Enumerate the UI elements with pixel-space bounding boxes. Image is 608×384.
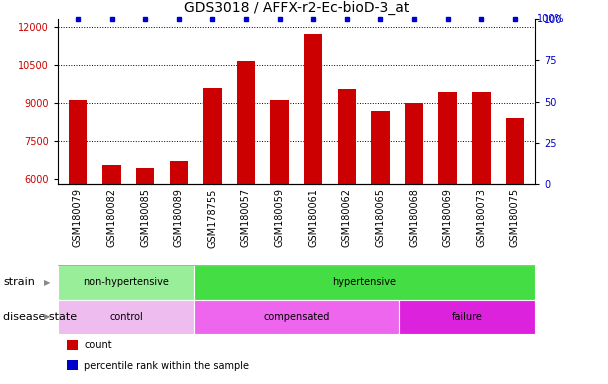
Bar xyxy=(67,360,78,371)
Bar xyxy=(271,101,289,332)
Text: count: count xyxy=(84,340,112,350)
Bar xyxy=(399,300,535,334)
Bar xyxy=(203,88,221,332)
Bar xyxy=(67,339,78,350)
Text: GSM180082: GSM180082 xyxy=(106,189,117,247)
Text: GSM180069: GSM180069 xyxy=(443,189,452,247)
Bar xyxy=(237,61,255,332)
Text: non-hypertensive: non-hypertensive xyxy=(83,277,169,287)
Bar xyxy=(438,92,457,332)
Bar xyxy=(58,300,194,334)
Bar xyxy=(371,111,390,332)
Text: GSM180073: GSM180073 xyxy=(476,189,486,247)
Text: GSM180068: GSM180068 xyxy=(409,189,419,247)
Text: hypertensive: hypertensive xyxy=(333,277,396,287)
Bar xyxy=(102,165,121,332)
Text: GSM180059: GSM180059 xyxy=(275,189,285,247)
Text: ▶: ▶ xyxy=(44,278,50,287)
Text: GSM180089: GSM180089 xyxy=(174,189,184,247)
Text: percentile rank within the sample: percentile rank within the sample xyxy=(84,361,249,371)
Text: GSM180065: GSM180065 xyxy=(375,189,385,247)
Bar xyxy=(69,101,87,332)
Text: GSM180057: GSM180057 xyxy=(241,189,251,247)
Text: 100%: 100% xyxy=(537,14,565,24)
Bar xyxy=(405,103,423,332)
Text: GSM180062: GSM180062 xyxy=(342,189,352,247)
Text: GSM180061: GSM180061 xyxy=(308,189,318,247)
Text: disease state: disease state xyxy=(3,312,77,322)
Title: GDS3018 / AFFX-r2-Ec-bioD-3_at: GDS3018 / AFFX-r2-Ec-bioD-3_at xyxy=(184,1,409,15)
Bar xyxy=(506,118,524,332)
Text: GSM180085: GSM180085 xyxy=(140,189,150,247)
Bar xyxy=(194,300,399,334)
Bar xyxy=(472,92,491,332)
Text: failure: failure xyxy=(451,312,482,322)
Text: GSM180079: GSM180079 xyxy=(73,189,83,247)
Text: GSM180075: GSM180075 xyxy=(510,189,520,247)
Bar xyxy=(194,265,535,300)
Bar xyxy=(58,265,194,300)
Bar xyxy=(136,168,154,332)
Text: compensated: compensated xyxy=(263,312,330,322)
Text: GSM178755: GSM178755 xyxy=(207,189,218,248)
Text: control: control xyxy=(109,312,143,322)
Text: ▶: ▶ xyxy=(44,312,50,321)
Bar xyxy=(304,35,322,332)
Bar xyxy=(337,89,356,332)
Bar xyxy=(170,161,188,332)
Text: strain: strain xyxy=(3,277,35,287)
